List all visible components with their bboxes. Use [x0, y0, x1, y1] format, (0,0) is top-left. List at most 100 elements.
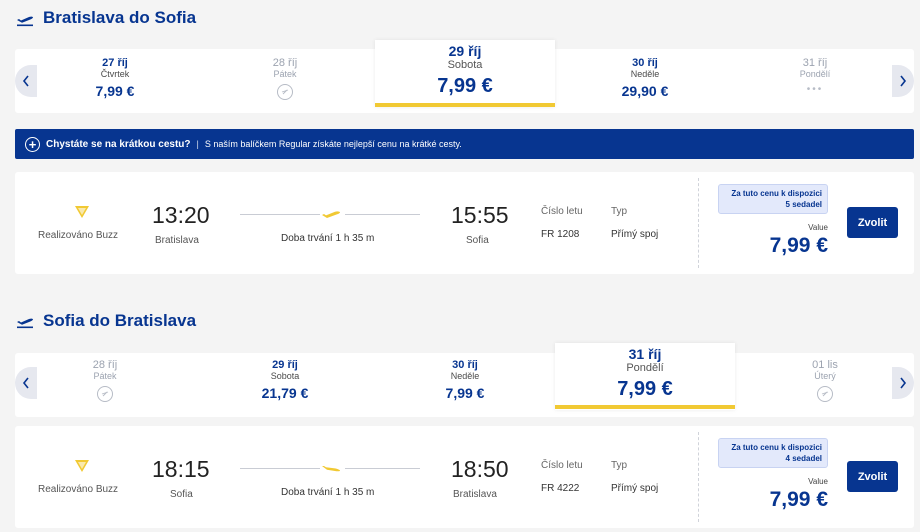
inbound-prev-button[interactable] [15, 367, 37, 399]
date-label: 29 říj [448, 43, 482, 59]
arrival-time: 15:55 [451, 202, 509, 228]
flight-price: 7,99 € [769, 488, 828, 511]
card-divider [698, 178, 699, 268]
date-price: 29,90 € [621, 83, 669, 99]
outbound-date-2[interactable]: 29 říj Sobota 7,99 € [375, 43, 555, 98]
airplane-takeoff-icon [17, 318, 33, 329]
departure-city: Sofia [170, 489, 193, 500]
route-line-left [240, 468, 320, 469]
date-label: 27 říj [102, 57, 128, 69]
chevron-left-icon [22, 75, 29, 87]
flight-number: FR 1208 [541, 229, 580, 240]
date-label: 31 říj [802, 57, 828, 69]
flight-type: Přímý spoj [611, 229, 659, 240]
weekday-label: Pondělí [626, 362, 664, 374]
date-label: 29 říj [272, 359, 298, 371]
arrival-city: Sofia [466, 235, 489, 246]
weekday-label: Pátek [273, 69, 297, 79]
seats-notice-text: Za tuto cenu k dispozici [731, 443, 822, 452]
operator-label: Realizováno Buzz [38, 230, 119, 241]
inbound-next-button[interactable] [892, 367, 914, 399]
weekday-label: Sobota [270, 371, 300, 381]
date-label: 30 říj [632, 57, 658, 69]
outbound-prev-button[interactable] [15, 65, 37, 97]
outbound-next-button[interactable] [892, 65, 914, 97]
chevron-right-icon [900, 377, 907, 389]
seats-count: 5 sedadel [785, 200, 822, 209]
banner-separator: | [196, 139, 199, 149]
weekday-label: Pátek [93, 371, 117, 381]
arrival-time: 18:50 [451, 456, 509, 482]
flight-duration: Doba trvání 1 h 35 m [281, 233, 375, 244]
date-price: 21,79 € [261, 385, 309, 401]
route-line-right [345, 468, 420, 469]
inbound-selected-date-box [555, 343, 735, 410]
weekday-label: Úterý [814, 371, 836, 381]
banner-question: Chystáte se na krátkou cestu? [46, 138, 191, 150]
route-line-right [345, 214, 420, 215]
no-flight-icon [277, 84, 293, 100]
flight-type: Přímý spoj [611, 483, 659, 494]
outbound-date-1: 28 říj Pátek [210, 57, 360, 101]
chevron-left-icon [22, 377, 29, 389]
date-label: 01 lis [812, 359, 838, 371]
inbound-date-1[interactable]: 29 říj Sobota 21,79 € [215, 359, 355, 402]
weekday-label: Pondělí [799, 69, 831, 79]
airplane-landing-icon [322, 466, 340, 472]
date-price: 7,99 € [617, 378, 673, 400]
operator-label: Realizováno Buzz [38, 484, 119, 495]
weekday-label: Čtvrtek [100, 69, 130, 79]
flight-duration: Doba trvání 1 h 35 m [281, 487, 375, 498]
plus-circle-icon: + [25, 136, 40, 152]
flight-number-label: Číslo letu [541, 460, 583, 471]
route-line-left [240, 214, 320, 215]
date-label: 30 říj [452, 359, 478, 371]
inbound-date-3[interactable]: 31 říj Pondělí 7,99 € [555, 346, 735, 401]
departure-time: 13:20 [152, 202, 210, 228]
seats-count: 4 sedadel [785, 454, 822, 463]
inbound-flight-card: Realizováno Buzz 18:15 Sofia Doba trvání… [15, 426, 914, 528]
ryanair-harp-icon [75, 460, 89, 472]
outbound-selected-date-box [375, 40, 555, 107]
outbound-selected-indicator [375, 103, 555, 107]
inbound-selected-indicator [555, 405, 735, 409]
inbound-title: Sofia do Bratislava [43, 311, 197, 330]
departure-time: 18:15 [152, 456, 210, 482]
banner-text: S naším balíčkem Regular získáte nejlepš… [204, 139, 462, 149]
date-label: 31 říj [628, 346, 662, 362]
date-price: 7,99 € [95, 83, 135, 99]
outbound-date-0[interactable]: 27 říj Čtvrtek 7,99 € [40, 57, 190, 100]
loading-dots: ••• [806, 84, 824, 95]
departure-city: Bratislava [155, 235, 199, 246]
airplane-takeoff-icon [322, 211, 340, 218]
date-label: 28 říj [272, 57, 298, 69]
inbound-date-2[interactable]: 30 říj Neděle 7,99 € [400, 359, 530, 402]
date-label: 28 říj [92, 359, 118, 371]
inbound-date-strip [15, 353, 914, 417]
flight-price: 7,99 € [769, 234, 828, 257]
inbound-date-0: 28 říj Pátek [40, 359, 170, 403]
seats-notice-text: Za tuto cenu k dispozici [731, 189, 822, 198]
outbound-date-3[interactable]: 30 říj Neděle 29,90 € [570, 57, 720, 100]
seats-notice: Za tuto cenu k dispozici 4 sedadel [718, 438, 828, 468]
flight-type-label: Typ [611, 206, 628, 217]
flight-number-label: Číslo letu [541, 206, 583, 217]
chevron-right-icon [900, 75, 907, 87]
fare-type-label: Value [808, 223, 828, 232]
arrival-city: Bratislava [453, 489, 497, 500]
weekday-label: Neděle [630, 69, 660, 79]
select-flight-button[interactable]: Zvolit [847, 461, 898, 492]
fare-type-label: Value [808, 477, 828, 486]
no-flight-icon [817, 386, 833, 402]
outbound-date-4: 31 říj Pondělí ••• [740, 57, 890, 95]
promo-banner[interactable]: + Chystáte se na krátkou cestu? | S naší… [15, 129, 914, 159]
weekday-label: Neděle [450, 371, 480, 381]
flight-type-label: Typ [611, 460, 628, 471]
weekday-label: Sobota [447, 59, 483, 71]
date-price: 7,99 € [437, 75, 493, 97]
inbound-date-4: 01 lis Úterý [760, 359, 890, 403]
date-price: 7,99 € [445, 385, 485, 401]
card-divider [698, 432, 699, 522]
outbound-title: Bratislava do Sofia [43, 8, 197, 27]
select-flight-button[interactable]: Zvolit [847, 207, 898, 238]
